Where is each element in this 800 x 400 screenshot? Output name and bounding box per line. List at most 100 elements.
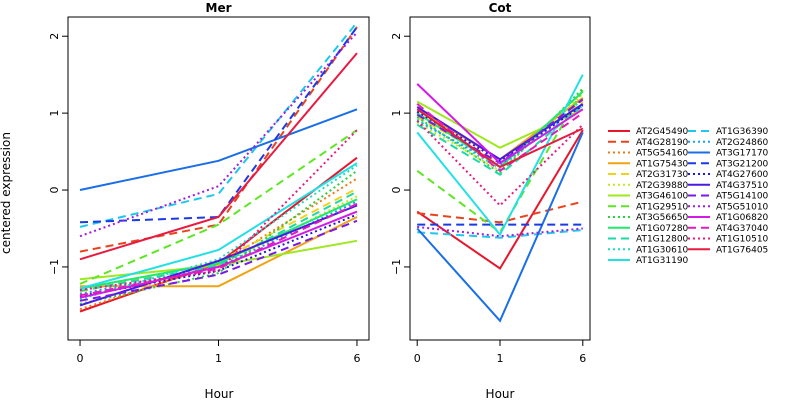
series-line-at4g37040 [416, 103, 584, 173]
legend-label: AT1G76405 [716, 245, 768, 255]
legend-item-at4g28190: AT4G28190 [608, 138, 689, 148]
y-tick-label: 1 [48, 110, 61, 117]
legend-item-at4g37040: AT4G37040 [688, 224, 769, 234]
panel-cot: Cot 0 1 6 −1 0 1 2 [390, 1, 591, 365]
y-tick-label: 2 [390, 33, 403, 40]
legend-item-at2g39880: AT2G39880 [608, 181, 689, 191]
series-line-at3g17170 [416, 131, 584, 323]
legend-item-at4g27600: AT4G27600 [688, 170, 769, 180]
y-tick-label: 0 [48, 187, 61, 194]
legend-label: AT1G36390 [716, 127, 769, 137]
legend-item-at2g45490: AT2G45490 [608, 127, 689, 137]
legend-label: AT1G31190 [636, 256, 689, 266]
series-line-at3g21200 [79, 26, 358, 224]
series-line-at1g36390 [417, 229, 583, 239]
series-line-at2g31730 [416, 100, 584, 165]
legend-item-at5g51010: AT5G51010 [688, 202, 769, 212]
series-line-at3g56650 [416, 87, 584, 175]
panel-title-cot: Cot [489, 1, 512, 15]
legend-item-at1g10510: AT1G10510 [688, 235, 769, 245]
legend-label: AT5G14100 [716, 192, 769, 202]
legend-item-at3g17170: AT3G17170 [688, 149, 769, 159]
legend-label: AT1G29510 [636, 202, 689, 212]
legend-item-at1g76405: AT1G76405 [688, 245, 768, 255]
x-tick-label: 0 [414, 352, 421, 365]
series-line-at1g75430 [80, 216, 358, 288]
series-line-at1g31190 [416, 74, 584, 237]
legend-label: AT5G51010 [716, 202, 769, 212]
x-tick-label: 1 [215, 352, 222, 365]
series-line-at4g28190 [79, 26, 358, 253]
panel-title-mer: Mer [206, 1, 232, 15]
x-tick-label: 6 [579, 352, 586, 365]
legend-label: AT2G24860 [716, 138, 769, 148]
series-line-at1g12800 [416, 104, 584, 176]
legend-item-at4g37510: AT4G37510 [688, 181, 769, 191]
legend-item-at1g29510: AT1G29510 [608, 202, 689, 212]
legend-item-at2g31730: AT2G31730 [608, 170, 689, 180]
series-line-at5g14100 [79, 219, 358, 302]
series-line-at1g10510 [79, 129, 358, 291]
legend-label: AT1G07280 [636, 224, 689, 234]
y-tick-label: −1 [48, 259, 61, 275]
legend-label: AT3G17170 [716, 149, 769, 159]
legend-item-at3g56650: AT3G56650 [608, 213, 689, 223]
legend-item-at1g30610: AT1G30610 [608, 245, 689, 255]
x-tick-label: 0 [77, 352, 84, 365]
legend-label: AT3G46100 [636, 192, 689, 202]
series-line-at3g17170 [79, 108, 358, 191]
legend-item-at1g06820: AT1G06820 [688, 213, 769, 223]
series-line-at4g37510 [416, 103, 584, 161]
y-tick-label: 2 [48, 33, 61, 40]
y-tick-label: −1 [390, 259, 403, 275]
series-line-at1g10510 [416, 120, 584, 207]
x-axis-label-mer: Hour [205, 387, 234, 400]
x-tick-label: 6 [353, 352, 360, 365]
series-line-at3g46100 [79, 239, 358, 281]
series-line-at1g31190 [79, 162, 358, 290]
legend-item-at3g46100: AT3G46100 [608, 192, 689, 202]
series-line-at1g06820 [416, 83, 584, 165]
legend-label: AT1G75430 [636, 159, 689, 169]
y-axis-label: centered expression [0, 132, 13, 254]
legend-item-at5g14100: AT5G14100 [688, 192, 769, 202]
series-line-at4g28190 [417, 200, 584, 224]
x-tick-label: 1 [497, 352, 504, 365]
legend-label: AT4G37040 [716, 224, 769, 234]
series-line-at1g30610 [416, 98, 584, 170]
legend-label: AT4G27600 [716, 170, 769, 180]
legend-label: AT1G06820 [716, 213, 769, 223]
legend-label: AT2G31730 [636, 170, 689, 180]
series-group-cot [416, 74, 584, 323]
series-line-at1g12800 [79, 190, 358, 292]
series-line-at1g76405 [79, 52, 358, 261]
series-line-at3g56650 [79, 169, 358, 305]
legend-label: AT1G30610 [636, 245, 689, 255]
legend-label: AT3G56650 [636, 213, 689, 223]
series-line-at2g24860 [416, 103, 584, 167]
legend-label: AT1G10510 [716, 235, 769, 245]
series-line-at1g76405 [416, 108, 584, 169]
series-group-mer [79, 21, 358, 313]
legend-item-at3g21200: AT3G21200 [688, 159, 769, 169]
legend-item-at1g75430: AT1G75430 [608, 159, 689, 169]
series-line-at1g29510 [79, 129, 358, 285]
series-line-at1g07280 [79, 198, 358, 290]
legend-item-at1g07280: AT1G07280 [608, 224, 689, 234]
series-line-at2g45490 [416, 129, 584, 270]
legend-label: AT1G12800 [636, 235, 689, 245]
series-line-at1g36390 [79, 21, 358, 228]
y-tick-label: 0 [390, 187, 403, 194]
legend-item-at1g36390: AT1G36390 [688, 127, 769, 137]
legend-label: AT4G37510 [716, 181, 769, 191]
series-line-at4g27600 [416, 104, 584, 162]
series-line-at5g51010 [79, 31, 358, 238]
panel-mer: Mer 0 1 6 −1 0 1 2 [48, 1, 370, 365]
series-line-at1g30610 [79, 164, 358, 301]
legend-label: AT3G21200 [716, 159, 769, 169]
legend-label: AT2G45490 [636, 127, 689, 137]
legend-item-at2g24860: AT2G24860 [688, 138, 769, 148]
series-line-at4g37510 [79, 204, 358, 307]
series-line-at1g29510 [416, 89, 584, 234]
